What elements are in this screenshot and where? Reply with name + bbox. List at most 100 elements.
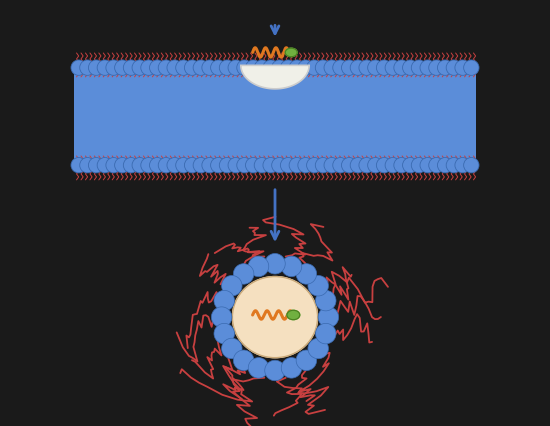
Circle shape — [222, 276, 242, 296]
Circle shape — [342, 158, 357, 173]
Circle shape — [219, 61, 235, 76]
Circle shape — [233, 264, 254, 285]
Circle shape — [394, 158, 409, 173]
Circle shape — [455, 61, 470, 76]
Circle shape — [89, 158, 104, 173]
Ellipse shape — [285, 49, 297, 58]
Circle shape — [350, 158, 366, 173]
Circle shape — [429, 158, 444, 173]
Circle shape — [222, 338, 242, 359]
Circle shape — [296, 350, 317, 371]
Circle shape — [298, 158, 314, 173]
Circle shape — [184, 61, 200, 76]
Circle shape — [132, 61, 147, 76]
Circle shape — [236, 61, 252, 76]
Circle shape — [272, 158, 287, 173]
Circle shape — [265, 360, 285, 381]
Circle shape — [228, 158, 244, 173]
Circle shape — [89, 61, 104, 76]
Circle shape — [306, 158, 322, 173]
Circle shape — [263, 158, 278, 173]
Circle shape — [123, 158, 139, 173]
Circle shape — [359, 158, 375, 173]
Circle shape — [193, 158, 208, 173]
Circle shape — [289, 158, 305, 173]
Circle shape — [437, 61, 453, 76]
Circle shape — [411, 61, 427, 76]
Polygon shape — [241, 66, 309, 89]
Circle shape — [245, 158, 261, 173]
Bar — [74, 64, 476, 170]
Circle shape — [254, 158, 270, 173]
Circle shape — [214, 324, 234, 344]
Circle shape — [420, 158, 436, 173]
Circle shape — [263, 61, 278, 76]
Circle shape — [272, 61, 287, 76]
Circle shape — [385, 158, 400, 173]
Circle shape — [316, 291, 336, 311]
Circle shape — [333, 61, 348, 76]
Circle shape — [367, 61, 383, 76]
Circle shape — [158, 158, 174, 173]
Circle shape — [455, 158, 470, 173]
Circle shape — [437, 158, 453, 173]
Circle shape — [342, 61, 357, 76]
Circle shape — [114, 158, 130, 173]
Ellipse shape — [287, 311, 300, 320]
Circle shape — [184, 158, 200, 173]
Circle shape — [236, 158, 252, 173]
Circle shape — [254, 61, 270, 76]
Circle shape — [80, 61, 95, 76]
Circle shape — [265, 254, 285, 274]
Circle shape — [202, 158, 217, 173]
Circle shape — [385, 61, 400, 76]
Circle shape — [308, 276, 328, 296]
Circle shape — [97, 158, 113, 173]
Circle shape — [211, 307, 232, 328]
Circle shape — [114, 61, 130, 76]
Circle shape — [106, 158, 121, 173]
Circle shape — [141, 61, 156, 76]
Circle shape — [97, 61, 113, 76]
Circle shape — [123, 61, 139, 76]
Circle shape — [289, 61, 305, 76]
Circle shape — [324, 61, 339, 76]
Circle shape — [175, 158, 191, 173]
Circle shape — [219, 158, 235, 173]
Circle shape — [248, 358, 269, 378]
Circle shape — [167, 61, 183, 76]
Circle shape — [280, 158, 296, 173]
Circle shape — [403, 158, 418, 173]
Circle shape — [296, 264, 317, 285]
Circle shape — [233, 350, 254, 371]
Circle shape — [280, 61, 296, 76]
Circle shape — [202, 61, 217, 76]
Circle shape — [429, 61, 444, 76]
Circle shape — [245, 61, 261, 76]
Circle shape — [211, 158, 226, 173]
Circle shape — [350, 61, 366, 76]
Circle shape — [150, 61, 165, 76]
Circle shape — [403, 61, 418, 76]
Circle shape — [132, 158, 147, 173]
Ellipse shape — [233, 277, 317, 358]
Circle shape — [464, 158, 479, 173]
Circle shape — [167, 158, 183, 173]
Circle shape — [141, 158, 156, 173]
Circle shape — [150, 158, 165, 173]
Circle shape — [411, 158, 427, 173]
Circle shape — [228, 61, 244, 76]
Circle shape — [71, 158, 86, 173]
Circle shape — [248, 256, 269, 277]
Circle shape — [298, 61, 314, 76]
Circle shape — [359, 61, 375, 76]
Circle shape — [446, 61, 461, 76]
Circle shape — [175, 61, 191, 76]
Circle shape — [420, 61, 436, 76]
Circle shape — [376, 158, 392, 173]
Circle shape — [367, 158, 383, 173]
Circle shape — [324, 158, 339, 173]
Circle shape — [80, 158, 95, 173]
Circle shape — [316, 324, 336, 344]
Circle shape — [214, 291, 234, 311]
